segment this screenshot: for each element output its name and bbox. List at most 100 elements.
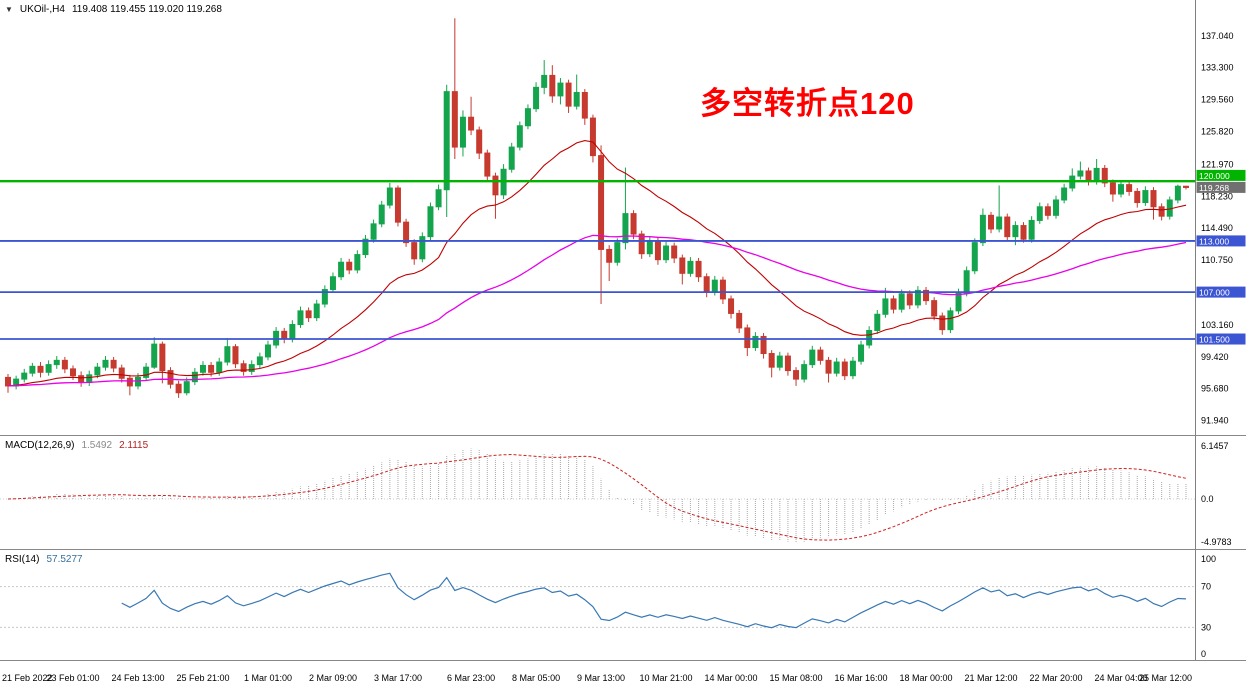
macd-histogram — [15, 448, 1187, 542]
candle-body — [776, 355, 783, 368]
candle-body — [338, 261, 345, 278]
price-tag-107.000 — [1196, 286, 1246, 298]
candle-body — [484, 152, 491, 177]
candle-body — [126, 377, 133, 387]
candle-body — [1134, 190, 1141, 204]
candle-body — [866, 329, 873, 346]
candle-body — [159, 343, 166, 372]
candle-body — [53, 359, 60, 366]
current-price-tag — [1196, 181, 1246, 193]
rsi-indicator-label: RSI(14) 57.5277 — [5, 554, 83, 565]
candle-body — [468, 116, 475, 131]
time-axis-label: 21 Mar 12:00 — [964, 673, 1017, 683]
rsi-value: 57.5277 — [46, 554, 83, 565]
candle-body — [1036, 206, 1043, 221]
candle-body — [5, 376, 11, 387]
candle-body — [199, 364, 206, 373]
candle-body — [297, 310, 304, 326]
candle-body — [638, 233, 645, 255]
current-price-tag-text: 119.268 — [1199, 183, 1229, 193]
candle-body — [1020, 225, 1027, 240]
candle-body — [69, 368, 76, 377]
ohlc-values: 119.408 119.455 119.020 119.268 — [71, 4, 222, 15]
price-tag-113.000-text: 113.000 — [1199, 236, 1229, 246]
candle-body — [890, 298, 897, 310]
candle-body — [1093, 167, 1100, 182]
candle-body — [817, 349, 824, 361]
candle-body — [1028, 219, 1035, 240]
candle-body — [606, 248, 613, 263]
candle-body — [971, 242, 978, 272]
candle-body — [1142, 190, 1149, 204]
price-axis-tick: 114.490 — [1201, 223, 1233, 233]
candle-body — [508, 146, 515, 170]
candle-body — [801, 364, 808, 380]
candle-body — [102, 359, 109, 368]
ma-slow-line — [7, 234, 1187, 387]
price-axis-tick: 125.820 — [1201, 127, 1234, 137]
macd-signal-line — [7, 453, 1187, 541]
candle-body — [979, 214, 986, 244]
candle-body — [654, 240, 661, 261]
candle-body — [533, 86, 540, 110]
candle-body — [630, 213, 637, 235]
time-axis-label: 3 Mar 17:00 — [374, 673, 422, 683]
time-axis-label: 24 Mar 04:00 — [1094, 673, 1147, 683]
candle-body — [898, 293, 905, 310]
candle-body — [784, 355, 791, 372]
candle-body — [1150, 190, 1157, 208]
price-axis-tick: 118.230 — [1201, 191, 1233, 201]
time-axis-label: 2 Mar 09:00 — [309, 673, 357, 683]
candle-body — [118, 367, 125, 379]
candle-body — [719, 279, 726, 300]
candle-body — [1077, 170, 1084, 177]
annotation-text[interactable]: 多空转折点120 — [700, 86, 915, 121]
rsi-axis-label: 30 — [1201, 622, 1211, 632]
candle-body — [565, 82, 572, 107]
candle-body — [216, 361, 223, 373]
candle-body — [939, 315, 946, 331]
candle-body — [1044, 206, 1051, 216]
candle-body — [354, 254, 361, 271]
time-axis-label: 10 Mar 21:00 — [640, 673, 693, 683]
candle-body — [728, 298, 735, 314]
candle-body — [248, 364, 255, 372]
candle-body — [386, 187, 393, 206]
candle-body — [45, 364, 52, 373]
candle-body — [167, 370, 174, 385]
time-axis-label: 6 Mar 23:00 — [447, 673, 495, 683]
candle-body — [191, 371, 198, 383]
candle-body — [61, 359, 68, 370]
candle-body — [703, 276, 710, 293]
candle-body — [622, 213, 629, 244]
candle-body — [687, 260, 694, 274]
candle-body — [329, 276, 336, 291]
price-axis-tick: 110.750 — [1201, 255, 1233, 265]
candle-body — [557, 82, 564, 97]
symbol-dropdown-icon[interactable]: ▼ — [5, 5, 13, 14]
price-axis-tick: 103.160 — [1201, 320, 1234, 330]
candle-body — [346, 261, 353, 271]
macd-axis-label: 6.1457 — [1201, 441, 1229, 451]
price-tag-101.500-text: 101.500 — [1199, 335, 1230, 345]
symbol-info: ▼ UKOil-,H4 119.408 119.455 119.020 119.… — [5, 4, 222, 15]
price-axis-tick: 137.040 — [1201, 31, 1234, 41]
candle-body — [1012, 225, 1019, 238]
candle-body — [411, 242, 418, 260]
candle-body — [451, 91, 458, 148]
candle-body — [78, 375, 85, 384]
time-axis-label: 9 Mar 13:00 — [577, 673, 625, 683]
price-tag-113.000 — [1196, 235, 1246, 247]
candle-body — [175, 383, 182, 394]
candle-body — [110, 359, 117, 369]
candle-body — [37, 365, 44, 373]
candle-body — [427, 206, 434, 238]
candle-body — [1085, 170, 1092, 182]
candle-body — [809, 349, 816, 366]
candle-body — [833, 361, 840, 374]
candle-body — [516, 125, 523, 148]
candle-body — [1183, 185, 1189, 188]
rsi-axis-label: 0 — [1201, 649, 1206, 659]
candle-body — [858, 344, 865, 362]
